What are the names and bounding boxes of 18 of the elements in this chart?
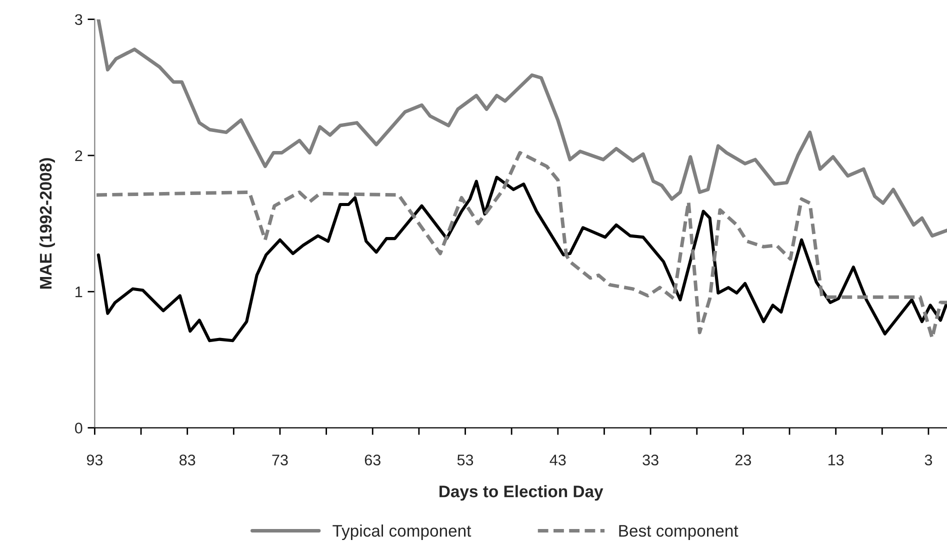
x-tick-label: 23 — [735, 454, 752, 466]
x-tick-label: 63 — [364, 454, 380, 466]
x-tick-label: 83 — [180, 454, 196, 466]
x-tick-label: 13 — [828, 454, 844, 466]
legend-label: Typical component — [332, 524, 472, 540]
y-tick-label: 0 — [74, 422, 82, 434]
x-tick-label: 33 — [642, 454, 658, 466]
x-tick-label: 73 — [272, 454, 288, 466]
y-tick-label: 2 — [75, 150, 82, 162]
legend-label: Best component — [619, 525, 738, 540]
x-tick-label: 53 — [457, 454, 474, 466]
x-tick-label: 43 — [550, 454, 566, 466]
y-tick-label: 1 — [76, 286, 82, 298]
x-axis-title: Days to Election Day — [440, 485, 604, 501]
x-tick-label: 3 — [924, 454, 932, 466]
x-tick-label: 93 — [86, 454, 103, 466]
y-tick-label: 3 — [74, 14, 82, 26]
y-axis-title: MAE (1992-2008) — [39, 158, 55, 289]
